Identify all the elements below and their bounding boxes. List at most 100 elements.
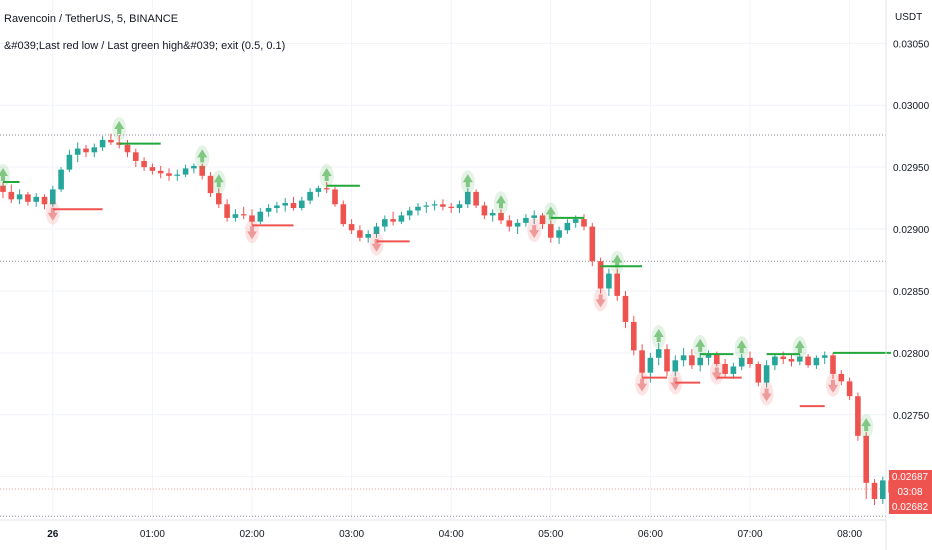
candle-body (249, 215, 255, 222)
study-label[interactable]: &#039;Last red low / Last green high&#03… (4, 40, 286, 52)
arrow-up-icon (653, 328, 664, 342)
candle-body (697, 357, 703, 366)
arrow-down-icon (595, 294, 606, 308)
x-tick-label: 07:00 (737, 529, 762, 540)
candle-body (597, 261, 604, 289)
candle-body (332, 189, 338, 205)
candle-body (614, 273, 620, 296)
candle-body (232, 214, 239, 218)
candle-body (564, 222, 571, 231)
arrow-down-icon (828, 379, 838, 393)
candle-body (41, 196, 48, 205)
signal-markers (0, 116, 874, 439)
last-price-badge (889, 470, 932, 514)
candle-body (863, 435, 869, 483)
candle-body (680, 355, 687, 361)
candle-body (299, 200, 305, 208)
arrow-up-icon (545, 206, 556, 220)
candle-body (755, 364, 762, 383)
candle-body (357, 230, 363, 238)
candle-body (8, 191, 15, 200)
candle-body (74, 148, 81, 155)
candle-body (714, 354, 720, 364)
candle-body (124, 144, 131, 153)
arrow-up-icon (114, 120, 125, 134)
candle-body (174, 174, 181, 176)
last-price-label: 0.02687 (892, 472, 929, 483)
candle-body (631, 321, 637, 351)
arrow-up-icon (695, 338, 706, 352)
candle-body (290, 203, 297, 208)
candle-body (373, 226, 380, 234)
candles (0, 133, 894, 506)
candle-body (108, 139, 114, 143)
candle-body (855, 396, 861, 436)
y-tick-label: 0.02850 (893, 287, 930, 298)
time-axis[interactable]: 26 01:00 02:00 03:00 04:00 05:00 06:00 07:00 08:… (0, 519, 886, 540)
candle-body (415, 206, 421, 211)
candle-body (448, 206, 454, 208)
x-tick-label: 04:00 (439, 529, 464, 540)
arrow-down-icon (529, 225, 540, 239)
candle-body (157, 170, 164, 174)
candle-body (58, 169, 64, 190)
symbol-title[interactable]: Ravencoin / TetherUS, 5, BINANCE (4, 13, 179, 25)
candle-body (506, 220, 513, 227)
x-tick-label: 06:00 (638, 529, 663, 540)
candle-body (788, 359, 795, 362)
candle-body (216, 193, 222, 205)
candle-body (91, 147, 98, 153)
candle-body (0, 185, 6, 192)
candle-body (813, 357, 820, 366)
candle-body (423, 205, 430, 207)
candle-body (207, 175, 214, 194)
arrow-up-icon (213, 174, 224, 188)
x-tick-label: 01:00 (140, 529, 165, 540)
candle-body (489, 212, 496, 216)
candle-body (382, 219, 388, 227)
candle-body (83, 148, 89, 153)
exit-levels (3, 142, 892, 408)
last-price-tag: 0.02687 03:08 0.02682 (889, 470, 932, 514)
arrow-down-icon (670, 377, 681, 391)
candle-body (838, 373, 845, 382)
candle-body (398, 215, 405, 222)
candle-body (689, 355, 695, 366)
price-axis[interactable]: 0.03050 0.03000 0.02950 0.02900 0.02850 0.028… (885, 0, 930, 550)
arrow-up-icon (736, 340, 747, 354)
candle-body (282, 203, 288, 206)
x-tick-label: 26 (47, 529, 59, 540)
candle-body (33, 196, 39, 202)
candle-body (780, 356, 786, 360)
chart-grid (0, 0, 886, 520)
candle-body (307, 191, 313, 201)
arrow-down-icon (47, 207, 58, 221)
candle-body (99, 139, 106, 148)
candle-body (240, 214, 247, 216)
arrow-up-icon (197, 149, 208, 163)
candle-body (639, 350, 645, 373)
candle-body (548, 224, 554, 238)
candle-body (581, 219, 587, 227)
candle-body (647, 357, 654, 373)
y-tick-label: 0.03050 (893, 39, 930, 50)
candle-body (622, 295, 629, 322)
candle-body (846, 381, 853, 397)
arrow-down-icon (711, 367, 722, 381)
candle-body (556, 230, 562, 238)
candle-body (880, 480, 886, 499)
arrow-up-icon (496, 195, 506, 209)
candle-body (572, 219, 579, 223)
candle-body (66, 154, 73, 170)
y-tick-label: 0.03000 (893, 101, 930, 112)
y-tick-label: 0.02900 (893, 225, 930, 236)
candle-body (473, 191, 479, 206)
candle-body (672, 360, 679, 372)
candle-body (315, 188, 322, 192)
candle-body (182, 168, 189, 175)
bar-countdown-label: 03:08 (897, 487, 922, 498)
candle-body (431, 204, 438, 206)
arrow-down-icon (761, 388, 772, 402)
x-tick-label: 05:00 (538, 529, 563, 540)
